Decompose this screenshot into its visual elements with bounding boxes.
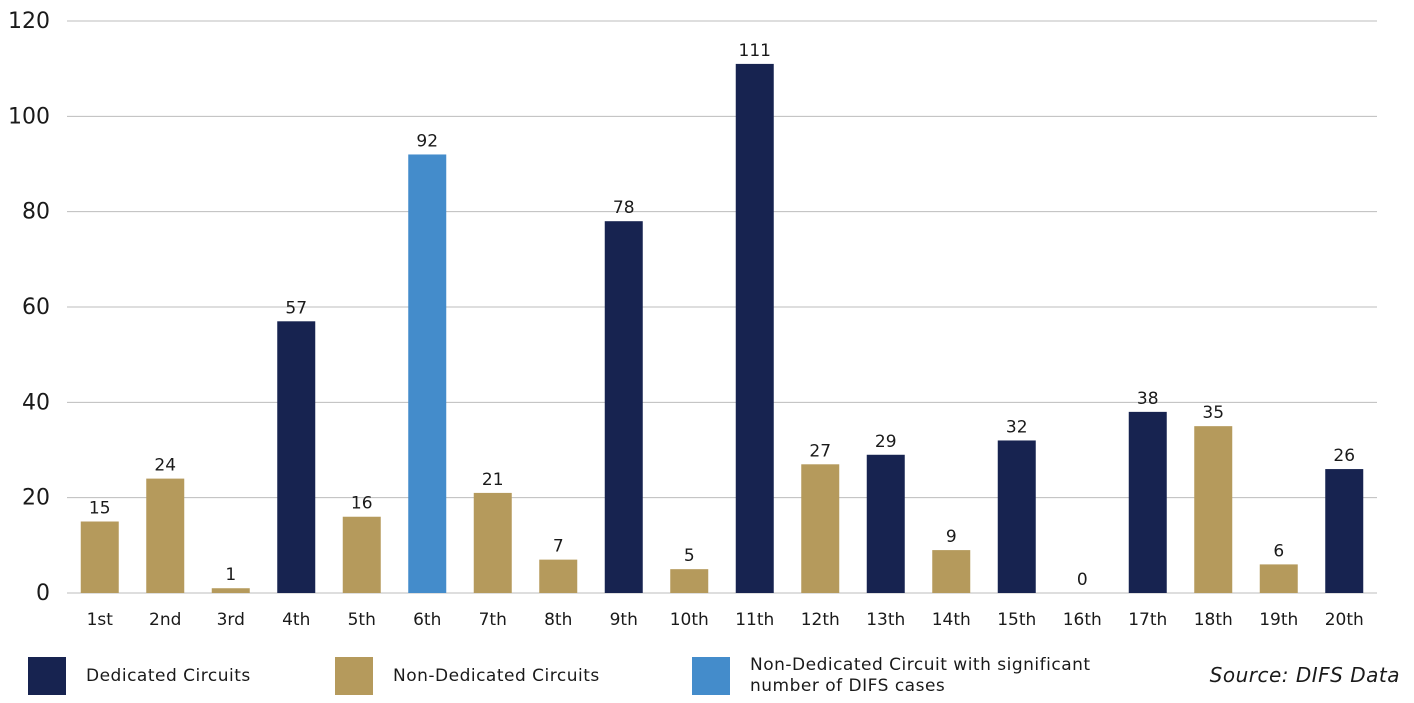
bar-20th	[1325, 469, 1364, 593]
legend-label-non-dedicated: Non-Dedicated Circuits	[393, 665, 600, 686]
bar-label-1st: 15	[89, 499, 111, 519]
bar-label-4th: 57	[285, 298, 307, 318]
legend: Dedicated Circuits Non-Dedicated Circuit…	[0, 650, 1414, 703]
x-tick-label: 17th	[1128, 610, 1167, 630]
bar-label-2nd: 24	[154, 456, 176, 476]
x-tick-label: 1st	[87, 610, 114, 630]
x-tick-label: 9th	[610, 610, 638, 630]
bar-2nd	[146, 478, 185, 593]
bar-label-5th: 16	[351, 494, 373, 514]
bar-11th	[735, 63, 774, 593]
bar-label-15th: 32	[1006, 417, 1028, 437]
x-tick-label: 10th	[670, 610, 709, 630]
x-tick-label: 7th	[479, 610, 507, 630]
bars	[80, 63, 1364, 593]
legend-item-dedicated: Dedicated Circuits	[28, 657, 251, 695]
bar-value-labels: 15 24 1 57 16 92 21 7 78 5 111 27 29 9 32 0 38 35 6 26	[89, 41, 1355, 590]
x-tick-label: 5th	[348, 610, 376, 630]
bar-15th	[997, 440, 1036, 593]
bar-label-9th: 78	[613, 198, 635, 218]
x-tick-label: 15th	[997, 610, 1036, 630]
bar-label-10th: 5	[684, 546, 695, 566]
x-tick-label: 16th	[1063, 610, 1102, 630]
bar-label-6th: 92	[416, 131, 438, 151]
x-tick-label: 20th	[1325, 610, 1364, 630]
bar-12th	[801, 464, 840, 593]
y-tick-label: 20	[22, 486, 50, 511]
bar-18th	[1194, 426, 1233, 593]
bar-label-3rd: 1	[225, 565, 236, 585]
bar-3rd	[211, 588, 250, 593]
x-tick-label: 3rd	[217, 610, 245, 630]
bar-label-16th: 0	[1077, 570, 1088, 590]
bar-label-20th: 26	[1333, 446, 1355, 466]
legend-label-dedicated: Dedicated Circuits	[86, 665, 251, 686]
bar-19th	[1259, 564, 1298, 593]
legend-item-significant: Non-Dedicated Circuit with significant n…	[692, 655, 1140, 697]
x-tick-label: 13th	[866, 610, 905, 630]
x-tick-label: 12th	[801, 610, 840, 630]
bar-label-13th: 29	[875, 432, 897, 452]
bar-label-17th: 38	[1137, 389, 1159, 409]
bar-17th	[1128, 411, 1167, 593]
bar-label-7th: 21	[482, 470, 504, 490]
bar-4th	[277, 321, 316, 593]
bar-label-12th: 27	[809, 441, 831, 461]
legend-label-significant: Non-Dedicated Circuit with significant n…	[750, 655, 1091, 696]
y-tick-label: 40	[22, 390, 50, 415]
bar-label-11th: 111	[739, 41, 771, 61]
y-axis-ticks: 0 20 40 60 80 100 120	[8, 9, 50, 606]
legend-swatch-dedicated	[28, 657, 66, 695]
x-tick-label: 14th	[932, 610, 971, 630]
legend-swatch-non-dedicated	[335, 657, 373, 695]
legend-item-non-dedicated: Non-Dedicated Circuits	[335, 657, 600, 695]
bar-1st	[80, 521, 119, 593]
bar-label-14th: 9	[946, 527, 957, 547]
source-note: Source: DIFS Data	[1209, 663, 1400, 687]
bar-14th	[932, 550, 971, 593]
bar-6th	[408, 154, 447, 593]
bar-9th	[604, 221, 643, 593]
x-tick-label: 6th	[413, 610, 441, 630]
gridlines	[67, 20, 1377, 594]
x-tick-label: 4th	[282, 610, 310, 630]
x-tick-label: 18th	[1194, 610, 1233, 630]
x-axis-ticks: 1st 2nd 3rd 4th 5th 6th 7th 8th 9th 10th 11th 12th 1…	[87, 610, 1364, 630]
bar-label-19th: 6	[1273, 541, 1284, 561]
y-tick-label: 80	[22, 200, 50, 225]
y-tick-label: 60	[22, 295, 50, 320]
y-tick-label: 120	[8, 9, 50, 34]
bar-5th	[342, 516, 381, 593]
bar-label-18th: 35	[1202, 403, 1224, 423]
x-tick-label: 8th	[544, 610, 572, 630]
y-tick-label: 100	[8, 104, 50, 129]
x-tick-label: 19th	[1259, 610, 1298, 630]
bar-13th	[866, 454, 905, 593]
x-tick-label: 2nd	[149, 610, 181, 630]
x-tick-label: 11th	[735, 610, 774, 630]
bar-label-8th: 7	[553, 537, 564, 557]
y-tick-label: 0	[36, 581, 50, 606]
bar-8th	[539, 559, 578, 593]
legend-swatch-significant	[692, 657, 730, 695]
bar-10th	[670, 569, 709, 593]
bar-7th	[473, 492, 512, 593]
